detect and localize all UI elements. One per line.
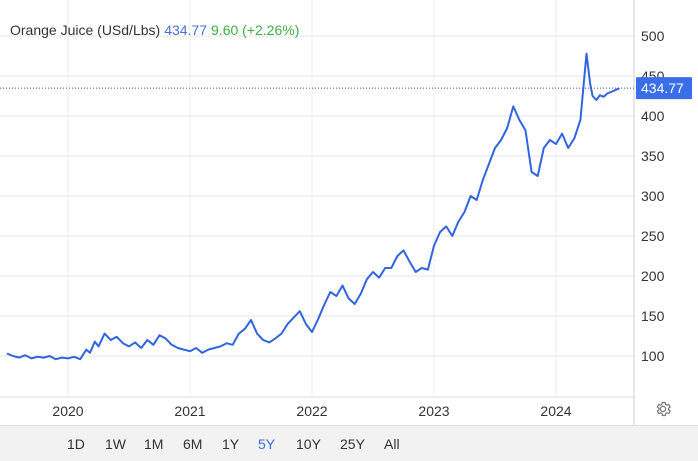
y-tick-label: 150 bbox=[641, 308, 665, 324]
y-tick-label: 500 bbox=[641, 28, 665, 44]
y-tick-label: 350 bbox=[641, 148, 665, 164]
range-button-6m[interactable]: 6M bbox=[183, 436, 203, 452]
x-tick-label: 2024 bbox=[540, 403, 571, 419]
y-tick-label: 100 bbox=[641, 348, 665, 364]
legend-price: 434.77 bbox=[164, 22, 208, 38]
grid-lines bbox=[0, 0, 634, 397]
series-line bbox=[6, 52, 620, 361]
x-tick-label: 2022 bbox=[296, 403, 327, 419]
price-series bbox=[6, 52, 620, 361]
range-button-1d[interactable]: 1D bbox=[67, 436, 85, 452]
x-tick-label: 2023 bbox=[418, 403, 449, 419]
gear-icon[interactable] bbox=[654, 400, 672, 418]
time-range-bar: 1D 1W 1M 6M 1Y 5Y 10Y 25Y All bbox=[0, 425, 698, 461]
y-tick-label: 200 bbox=[641, 268, 665, 284]
range-button-5y[interactable]: 5Y bbox=[258, 436, 276, 452]
range-button-1w[interactable]: 1W bbox=[105, 436, 126, 452]
range-button-25y[interactable]: 25Y bbox=[340, 436, 365, 452]
chart-legend: Orange Juice (USd/Lbs) 434.77 9.60 (+2.26%… bbox=[10, 22, 299, 38]
range-button-1y[interactable]: 1Y bbox=[222, 436, 240, 452]
legend-change: 9.60 (+2.26%) bbox=[211, 22, 300, 38]
x-tick-label: 2021 bbox=[174, 403, 205, 419]
last-price-badge-label: 434.77 bbox=[641, 80, 684, 96]
y-tick-label: 300 bbox=[641, 188, 665, 204]
last-price-badge: 434.77 bbox=[636, 77, 692, 100]
y-tick-label: 250 bbox=[641, 228, 665, 244]
x-tick-label: 2020 bbox=[52, 403, 83, 419]
y-tick-label: 400 bbox=[641, 108, 665, 124]
range-button-1m[interactable]: 1M bbox=[144, 436, 164, 452]
range-button-all[interactable]: All bbox=[384, 436, 400, 452]
last-price-badge-bg bbox=[636, 77, 692, 100]
range-button-10y[interactable]: 10Y bbox=[296, 436, 321, 452]
x-axis-ticks: 2020 2021 2022 2023 2024 bbox=[52, 403, 571, 419]
instrument-name: Orange Juice (USd/Lbs) bbox=[10, 22, 161, 38]
